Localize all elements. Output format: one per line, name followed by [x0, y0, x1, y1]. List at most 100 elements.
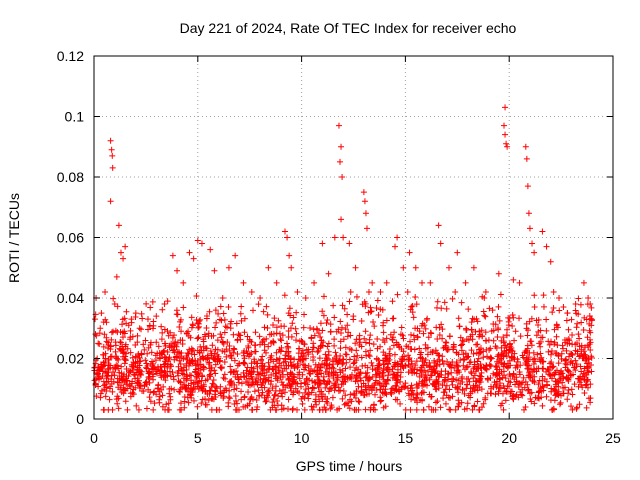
data-point — [111, 301, 118, 308]
data-point — [503, 332, 510, 339]
data-point — [175, 378, 182, 385]
data-point — [575, 375, 582, 382]
data-point — [296, 338, 303, 345]
data-point — [244, 333, 251, 340]
data-point — [385, 377, 392, 384]
data-point — [537, 327, 544, 334]
data-point — [114, 379, 121, 386]
data-point — [373, 356, 380, 363]
data-point — [103, 387, 110, 394]
data-point — [539, 358, 546, 365]
data-point — [159, 368, 166, 375]
data-point — [380, 337, 387, 344]
data-point — [185, 399, 192, 406]
data-point — [355, 366, 362, 373]
data-point — [517, 333, 524, 340]
data-point — [116, 345, 123, 352]
data-point — [439, 357, 446, 364]
data-point — [232, 406, 239, 413]
data-point — [251, 356, 258, 363]
data-point — [262, 398, 269, 405]
data-point — [200, 383, 207, 390]
data-point — [394, 376, 401, 383]
data-point — [135, 352, 142, 359]
data-point — [293, 406, 300, 413]
data-point — [581, 365, 588, 372]
data-point — [563, 374, 570, 381]
data-point — [270, 396, 277, 403]
data-point — [281, 292, 288, 299]
data-point — [366, 340, 373, 347]
data-point — [502, 104, 509, 111]
data-point — [291, 365, 298, 372]
data-point — [275, 317, 282, 324]
data-point — [518, 391, 525, 398]
data-point — [238, 380, 245, 387]
data-point — [150, 376, 157, 383]
data-point — [103, 319, 110, 326]
data-point — [240, 279, 247, 286]
data-point — [173, 307, 180, 314]
data-point — [212, 370, 219, 377]
data-point — [381, 390, 388, 397]
data-point — [195, 365, 202, 372]
data-point — [342, 400, 349, 407]
data-point — [221, 316, 228, 323]
data-point — [439, 326, 446, 333]
data-point — [187, 385, 194, 392]
data-point — [241, 315, 248, 322]
data-point — [295, 345, 302, 352]
data-point — [194, 335, 201, 342]
data-point — [189, 357, 196, 364]
x-axis-label: GPS time / hours — [296, 458, 403, 474]
data-point — [377, 288, 384, 295]
data-point — [108, 146, 115, 153]
data-point — [353, 374, 360, 381]
data-point — [357, 339, 364, 346]
data-point — [569, 406, 576, 413]
data-point — [293, 330, 300, 337]
data-point — [294, 364, 301, 371]
data-point — [330, 302, 337, 309]
data-point — [303, 376, 310, 383]
data-point — [217, 331, 224, 338]
data-point — [552, 350, 559, 357]
data-point — [553, 367, 560, 374]
data-point — [291, 374, 298, 381]
data-point — [311, 332, 318, 339]
data-point — [362, 339, 369, 346]
data-point — [338, 324, 345, 331]
data-point — [115, 365, 122, 372]
data-point — [525, 387, 532, 394]
data-point — [585, 395, 592, 402]
data-point — [339, 374, 346, 381]
data-point — [190, 255, 197, 262]
data-point — [358, 388, 365, 395]
data-point — [366, 376, 373, 383]
data-point — [220, 374, 227, 381]
data-point — [285, 353, 292, 360]
data-point — [409, 302, 416, 309]
data-point — [262, 376, 269, 383]
data-point — [423, 377, 430, 384]
data-point — [456, 323, 463, 330]
data-point — [540, 387, 547, 394]
data-point — [337, 352, 344, 359]
x-tick-label: 25 — [605, 430, 621, 446]
data-point — [318, 337, 325, 344]
data-point — [259, 353, 266, 360]
data-point — [577, 301, 584, 308]
data-point — [539, 373, 546, 380]
data-point — [166, 390, 173, 397]
data-point — [256, 392, 263, 399]
data-point — [560, 375, 567, 382]
data-point — [494, 333, 501, 340]
data-point — [225, 394, 232, 401]
data-point — [162, 343, 169, 350]
data-point — [487, 345, 494, 352]
data-point — [347, 364, 354, 371]
data-point — [320, 312, 327, 319]
data-point — [257, 295, 264, 301]
data-point — [188, 350, 195, 357]
data-point — [407, 338, 414, 345]
